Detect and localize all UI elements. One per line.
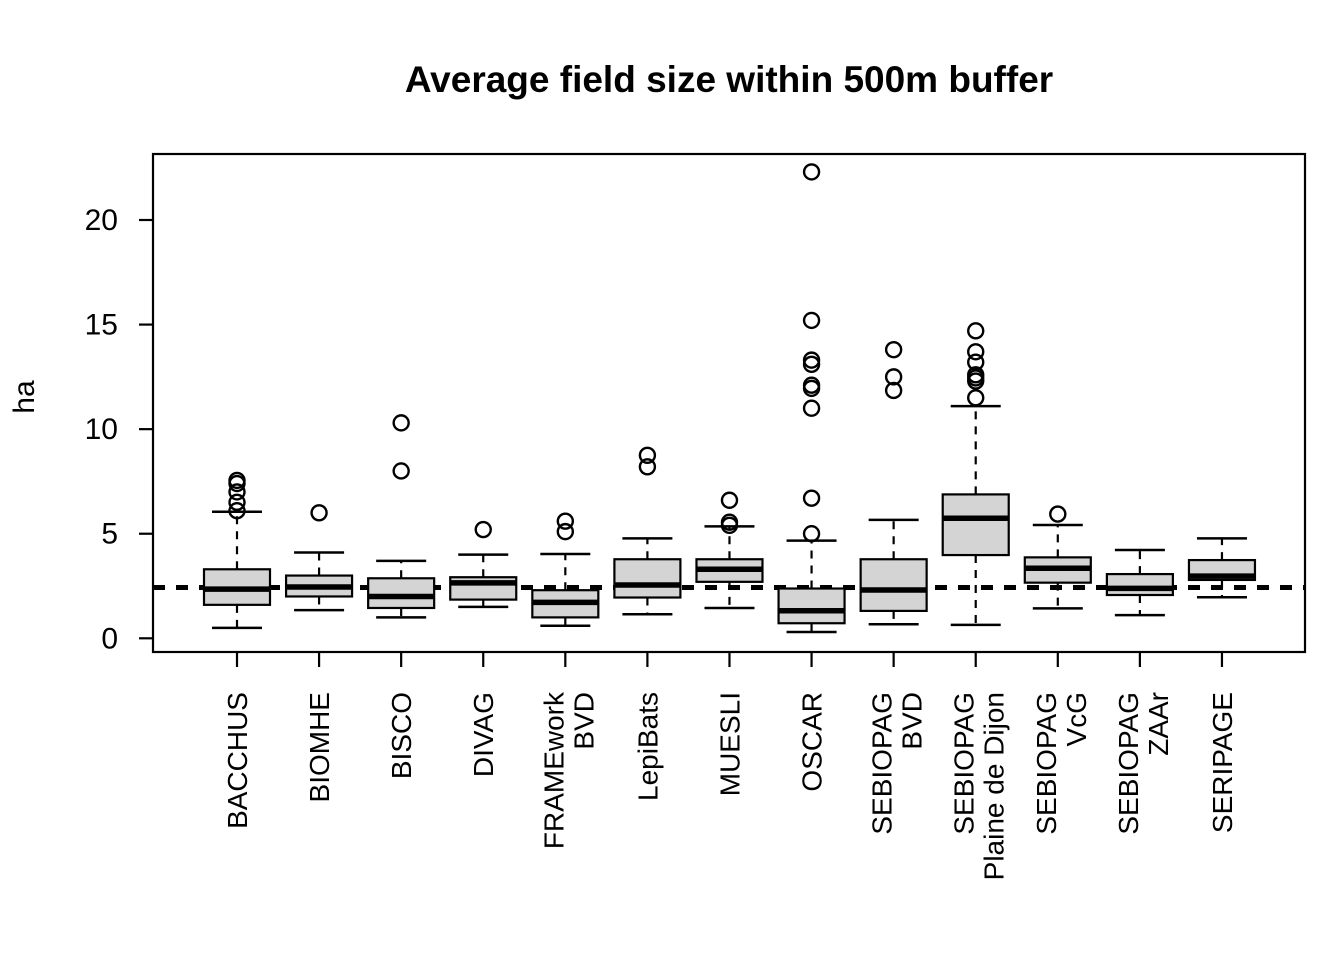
outlier-point <box>802 525 821 543</box>
y-tick-label: 15 <box>85 309 118 342</box>
y-tick-label: 5 <box>101 518 118 551</box>
outlier-point <box>967 322 985 340</box>
x-tick-label: VcG <box>1061 692 1092 746</box>
outlier-point <box>884 381 903 400</box>
outlier-point <box>802 311 821 330</box>
outlier-point <box>228 483 246 501</box>
chart-title: Average field size within 500m buffer <box>405 59 1053 100</box>
iqr-box <box>859 558 928 613</box>
y-tick-label: 0 <box>101 622 118 655</box>
iqr-box <box>777 587 846 625</box>
x-tick-label: DIVAG <box>468 692 499 777</box>
outlier-point <box>802 163 821 181</box>
x-tick-label: ZAAr <box>1143 692 1174 756</box>
iqr-box <box>1105 572 1174 597</box>
boxplot-sebiopag-vcg: SEBIOPAG VcG <box>1023 505 1092 835</box>
x-tick-label: SEBIOPAG <box>867 692 898 835</box>
boxplot-sebiopag-bvd: SEBIOPAG BVD <box>859 340 928 835</box>
outlier-point <box>802 399 821 417</box>
outlier-point <box>967 343 985 361</box>
boxplot-divag: DIVAG <box>449 520 518 777</box>
outlier-point <box>720 513 739 531</box>
boxplot-bacchus: BACCHUS <box>202 471 272 829</box>
x-tick-label: FRAMEwork <box>538 691 569 849</box>
outlier-point <box>967 389 985 407</box>
outlier-point <box>392 462 410 480</box>
iqr-box <box>613 558 682 599</box>
x-tick-label: MUESLI <box>714 692 745 796</box>
outlier-point <box>556 512 575 530</box>
outlier-point <box>884 340 903 359</box>
outlier-point <box>802 351 821 369</box>
outlier-point <box>310 504 328 522</box>
boxplot-lepibats: LepiBats <box>613 446 682 801</box>
outlier-point <box>474 520 492 539</box>
x-tick-label: SERIPAGE <box>1207 692 1238 833</box>
boxplot-muesli: MUESLI <box>695 491 764 796</box>
outlier-point <box>638 458 657 476</box>
boxplot-sebiopag-plaine-de-dijon: SEBIOPAG Plaine de Dijon <box>941 322 1010 880</box>
x-tick-label: BISCO <box>386 692 417 779</box>
outlier-point <box>802 376 821 394</box>
boxplot-biomhe: BIOMHE <box>284 504 354 802</box>
boxplot-oscar: OSCAR <box>777 163 846 792</box>
x-tick-label: SEBIOPAG <box>949 692 980 835</box>
x-tick-label: BIOMHE <box>304 692 335 802</box>
x-tick-label: Plaine de Dijon <box>979 692 1010 880</box>
x-tick-label: LepiBats <box>632 692 663 801</box>
boxplot-seripage: SERIPAGE <box>1187 537 1257 833</box>
outlier-point <box>720 491 739 509</box>
iqr-box <box>367 577 436 610</box>
outlier-point <box>228 493 246 512</box>
boxplot-bisco: BISCO <box>367 414 436 779</box>
iqr-box <box>941 493 1010 557</box>
plot-frame <box>151 152 1307 654</box>
boxplot-sebiopag-zaar: SEBIOPAG ZAAr <box>1105 548 1174 835</box>
outlier-point <box>228 471 246 490</box>
outlier-point <box>228 502 246 520</box>
outlier-point <box>967 353 985 371</box>
x-tick-label: BVD <box>568 692 599 750</box>
boxplot-framework-bvd: FRAMEwork BVD <box>531 512 600 849</box>
outlier-point <box>967 366 985 384</box>
y-tick-label: 10 <box>85 413 118 446</box>
x-tick-label: OSCAR <box>797 692 828 792</box>
x-tick-label: BVD <box>897 692 928 750</box>
x-tick-label: SEBIOPAG <box>1031 692 1062 835</box>
y-axis-label: ha <box>8 380 41 414</box>
outlier-point <box>392 414 410 432</box>
outlier-point <box>1049 505 1067 523</box>
plot-area: 0 5 10 15 20 BACCHUS BIOMHE BISCO DIVAG FRAMEwork… <box>85 152 1307 880</box>
outlier-point <box>884 368 903 386</box>
x-tick-label: SEBIOPAG <box>1113 692 1144 835</box>
outlier-point <box>556 522 575 541</box>
y-tick-label: 20 <box>85 204 118 237</box>
outlier-point <box>638 446 657 464</box>
outlier-point <box>802 489 821 507</box>
x-tick-label: BACCHUS <box>222 692 253 829</box>
